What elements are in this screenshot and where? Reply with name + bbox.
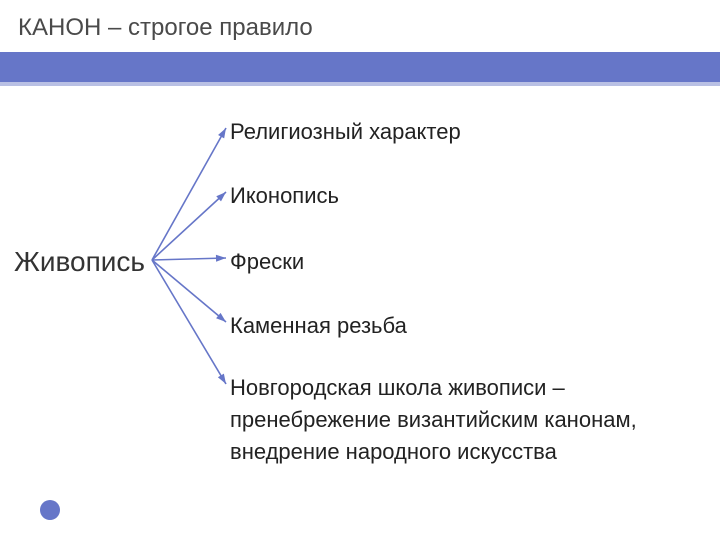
accent-dot bbox=[40, 500, 60, 520]
central-term: Живопись bbox=[14, 246, 145, 278]
branch-item-4: Новгородская школа живописи – пренебреже… bbox=[230, 372, 637, 468]
slide-title: КАНОН – строгое правило bbox=[18, 14, 313, 42]
branch-item-2: Фрески bbox=[230, 246, 304, 278]
branch-item-3: Каменная резьба bbox=[230, 310, 407, 342]
branch-item-0: Религиозный характер bbox=[230, 116, 461, 148]
branch-item-1: Иконопись bbox=[230, 180, 339, 212]
header-underline bbox=[0, 82, 720, 86]
header-bar bbox=[0, 52, 720, 82]
